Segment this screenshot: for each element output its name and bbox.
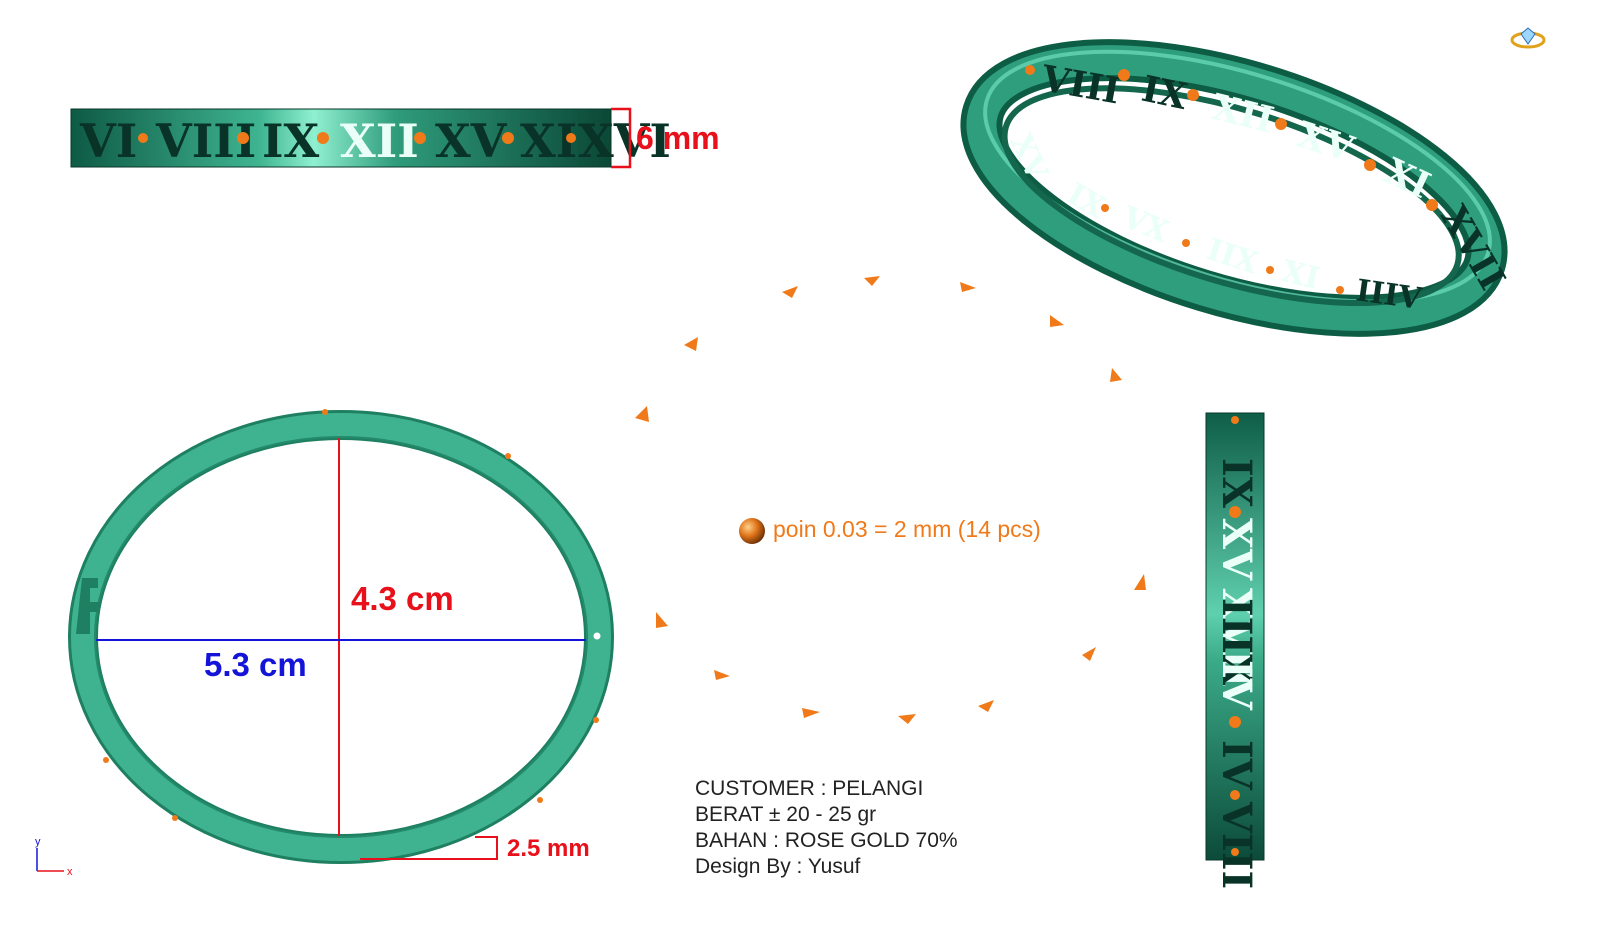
gem-sphere-icon bbox=[739, 518, 765, 544]
axis-x-label: x bbox=[67, 866, 73, 878]
thickness-dimension-label: 2.5 mm bbox=[507, 835, 590, 862]
stone bbox=[414, 132, 426, 144]
spec-material: BAHAN : ROSE GOLD 70% bbox=[695, 829, 958, 852]
spec-customer: CUSTOMER : PELANGI bbox=[695, 777, 924, 800]
axis-y-label: y bbox=[35, 836, 41, 848]
stone bbox=[1229, 506, 1241, 518]
numeral-3: IX bbox=[262, 114, 320, 168]
stone bbox=[505, 453, 511, 459]
length-dimension-label: 5.3 cm bbox=[204, 646, 307, 683]
stone bbox=[1229, 716, 1241, 728]
stone bbox=[317, 132, 329, 144]
numeral-s5: IV bbox=[1213, 660, 1260, 711]
stone-seat bbox=[714, 670, 730, 680]
numeral-s2: XV bbox=[1213, 518, 1260, 581]
numeral-s3: XVII bbox=[1213, 588, 1260, 688]
stone bbox=[172, 815, 178, 821]
perspective-band bbox=[960, 39, 1508, 337]
stone-seat bbox=[960, 282, 976, 292]
spec-weight: BERAT ± 20 - 25 gr bbox=[695, 803, 877, 826]
stone-seat bbox=[978, 700, 994, 712]
numeral-1: VI bbox=[79, 114, 137, 168]
stone bbox=[138, 133, 148, 143]
stone bbox=[1426, 199, 1438, 211]
numeral-s6: IV bbox=[1213, 740, 1260, 791]
stone-seat bbox=[864, 276, 880, 286]
thickness-dimension-bracket bbox=[360, 836, 498, 860]
stone-seat bbox=[1050, 315, 1064, 327]
stone-layout bbox=[635, 276, 1146, 724]
numeral-5: XV bbox=[435, 114, 508, 168]
width-dimension-label: 6 mm bbox=[636, 120, 720, 156]
stone bbox=[322, 409, 328, 415]
stone bbox=[1266, 266, 1274, 274]
stone-seat bbox=[1110, 368, 1122, 382]
side-view-band: IX XV XVII IIIX IV IV VIII bbox=[1205, 412, 1265, 889]
stone-seat bbox=[1134, 574, 1146, 590]
numeral-4: XII bbox=[340, 114, 419, 168]
spec-block: CUSTOMER : PELANGI BERAT ± 20 - 25 gr BA… bbox=[695, 776, 958, 880]
diamond-ring-icon bbox=[1510, 27, 1546, 49]
spec-designer: Design By : Yusuf bbox=[695, 855, 861, 878]
stone-seat bbox=[782, 286, 798, 298]
axis-indicator: y x bbox=[35, 836, 73, 878]
numeral-s7: VIII bbox=[1213, 801, 1260, 889]
stone bbox=[1231, 416, 1239, 424]
stone-seat bbox=[684, 337, 698, 351]
top-view-numerals: VI VIII IX XII XV XI XVI bbox=[79, 114, 671, 168]
stone bbox=[566, 133, 576, 143]
hinge-notch bbox=[76, 578, 100, 634]
stone bbox=[103, 757, 109, 763]
stone-note: poin 0.03 = 2 mm (14 pcs) bbox=[773, 516, 1041, 542]
stone bbox=[1231, 848, 1239, 856]
clasp-pin bbox=[593, 632, 601, 640]
stone-seat bbox=[656, 612, 668, 628]
top-view-band: VI VIII IX XII XV XI XVI bbox=[70, 107, 671, 169]
numeral-s1: IX bbox=[1213, 458, 1260, 508]
numeral-s4: IIIX bbox=[1213, 598, 1260, 685]
stone bbox=[537, 797, 543, 803]
stone-seat bbox=[1082, 647, 1096, 661]
stone-seat bbox=[802, 708, 820, 718]
numeral-p2: IX bbox=[1138, 68, 1191, 118]
stone bbox=[1230, 790, 1240, 800]
stone bbox=[1025, 65, 1035, 75]
stone bbox=[1275, 118, 1287, 130]
numeral-7: XVI bbox=[578, 114, 671, 168]
perspective-stones bbox=[1025, 65, 1438, 294]
stone bbox=[1187, 89, 1199, 101]
stone-seat bbox=[635, 406, 649, 422]
stone-seat bbox=[898, 714, 916, 724]
stone bbox=[1101, 204, 1109, 212]
stone bbox=[502, 132, 514, 144]
front-view-band bbox=[68, 409, 614, 864]
stone bbox=[237, 132, 249, 144]
stone bbox=[1182, 239, 1190, 247]
stone bbox=[1118, 69, 1130, 81]
height-dimension-label: 4.3 cm bbox=[351, 580, 454, 617]
stone bbox=[1336, 286, 1344, 294]
top-view-stones bbox=[138, 132, 576, 144]
width-dimension-bracket bbox=[611, 107, 632, 169]
stone bbox=[593, 717, 599, 723]
stone bbox=[1364, 159, 1376, 171]
